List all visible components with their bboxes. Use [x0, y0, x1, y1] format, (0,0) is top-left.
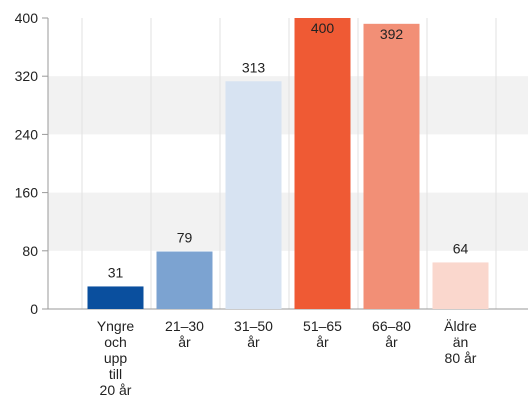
- data-label: 31: [108, 264, 124, 280]
- y-tick-label: 0: [30, 301, 38, 317]
- grid-band: [48, 192, 528, 251]
- grid-band: [48, 76, 528, 135]
- x-tick-label: 66–80 år: [372, 318, 411, 350]
- x-tick-label: 31–50 år: [234, 318, 273, 350]
- data-label: 400: [311, 20, 335, 36]
- x-tick-label: 21–30 år: [165, 318, 204, 350]
- y-tick-label: 160: [15, 185, 39, 201]
- data-label: 313: [242, 59, 266, 75]
- x-tick-label: Äldre än 80 år: [444, 318, 477, 366]
- data-label: 392: [380, 26, 404, 42]
- y-tick-label: 240: [15, 126, 39, 142]
- y-tick-label: 320: [15, 68, 39, 84]
- bar: [432, 262, 489, 309]
- x-tick-label: Yngre och upp till 20 år: [97, 318, 135, 398]
- y-tick-label: 80: [22, 243, 38, 259]
- data-label: 79: [177, 230, 193, 246]
- bar: [87, 286, 144, 309]
- data-label: 64: [453, 240, 469, 256]
- bar: [156, 251, 213, 309]
- bar: [225, 81, 282, 309]
- bar: [294, 18, 351, 309]
- y-tick-label: 400: [15, 10, 39, 26]
- x-tick-label: 51–65 år: [303, 318, 342, 350]
- bar: [363, 23, 420, 309]
